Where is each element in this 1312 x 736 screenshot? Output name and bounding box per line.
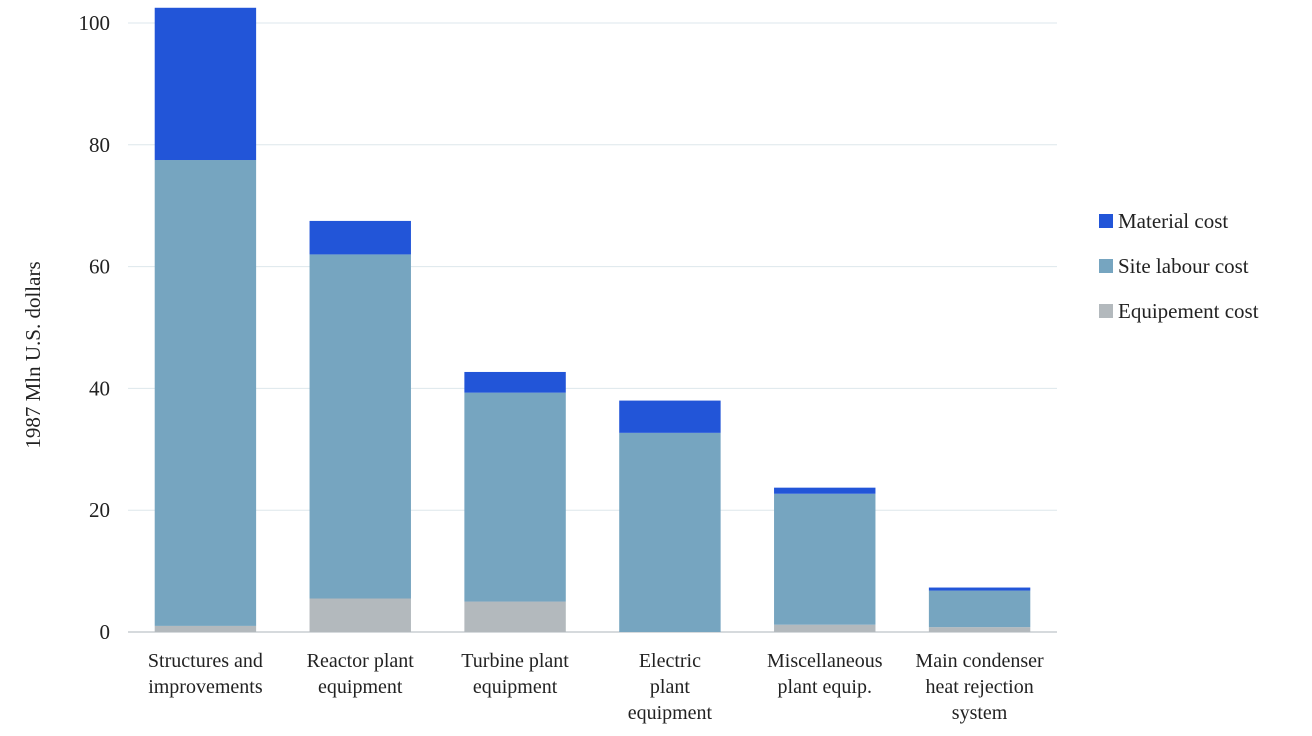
bar-segment-equipement-cost (774, 624, 876, 632)
bar-segment-material-cost (774, 487, 876, 494)
legend-label: Equipement cost (1118, 299, 1259, 323)
bar-segment-material-cost (464, 371, 566, 393)
bar-segment-site-labour-cost (619, 432, 721, 632)
legend-swatch (1099, 214, 1113, 228)
y-tick-label: 40 (89, 376, 110, 400)
x-category-label: Electric plant equipment (628, 650, 713, 724)
legend-swatch (1099, 259, 1113, 273)
y-tick-label: 80 (89, 133, 110, 157)
x-category-label-line: plant (650, 676, 690, 698)
bar-segment-equipement-cost (464, 601, 566, 632)
x-category-label-line: Reactor plant (307, 650, 415, 672)
legend-label: Site labour cost (1118, 254, 1249, 278)
x-category-label-line: Turbine plant (461, 650, 569, 672)
x-category-label-line: heat rejection (925, 676, 1033, 698)
y-tick-label: 100 (79, 11, 111, 35)
y-axis-label: 1987 Mln U.S. dollars (21, 261, 45, 448)
x-category-label: Turbine plant equipment (461, 650, 569, 698)
y-tick-label: 60 (89, 255, 110, 279)
x-category-label: Miscellaneous plant equip. (767, 650, 883, 698)
legend-label: Material cost (1118, 209, 1228, 233)
bar-segment-equipement-cost (928, 627, 1031, 632)
x-category-label-line: Miscellaneous (767, 650, 883, 672)
bar-segment-material-cost (154, 7, 257, 161)
y-axis-ticks: 0 20 40 60 80 100 (79, 11, 111, 644)
bar-segment-material-cost (309, 220, 411, 255)
bar-segment-material-cost (619, 400, 721, 433)
legend-swatch (1099, 304, 1113, 318)
x-category-label-line: equipment (318, 676, 403, 698)
x-category-label-line: equipment (628, 702, 713, 724)
bar-segment-site-labour-cost (309, 254, 411, 599)
bar-segment-site-labour-cost (928, 590, 1031, 628)
x-category-label-line: Main condenser (915, 650, 1044, 672)
bar-segment-material-cost (928, 587, 1031, 591)
x-category-label-line: Structures and (148, 650, 263, 672)
x-category-label-line: plant equip. (778, 676, 872, 698)
y-tick-label: 0 (100, 620, 111, 644)
x-category-label-line: equipment (473, 676, 558, 698)
bar-segment-equipement-cost (309, 598, 411, 632)
bars (154, 7, 1031, 632)
bar-segment-equipement-cost (154, 625, 257, 632)
x-category-label: Main condenser heat rejection system (915, 650, 1044, 724)
x-category-label: Structures and improvements (148, 650, 263, 698)
bar-segment-site-labour-cost (464, 392, 566, 602)
legend: Material cost Site labour cost Equipement … (1099, 209, 1259, 323)
bar-segment-site-labour-cost (154, 160, 257, 626)
gridlines (128, 22, 1057, 633)
x-category-label: Reactor plant equipment (307, 650, 415, 698)
y-tick-label: 20 (89, 498, 110, 522)
x-axis-categories: Structures and improvements Reactor plant e… (148, 650, 1044, 724)
bar-segment-site-labour-cost (774, 493, 876, 625)
x-category-label-line: improvements (148, 676, 263, 698)
x-category-label-line: Electric (639, 650, 701, 672)
x-category-label-line: system (952, 702, 1008, 724)
